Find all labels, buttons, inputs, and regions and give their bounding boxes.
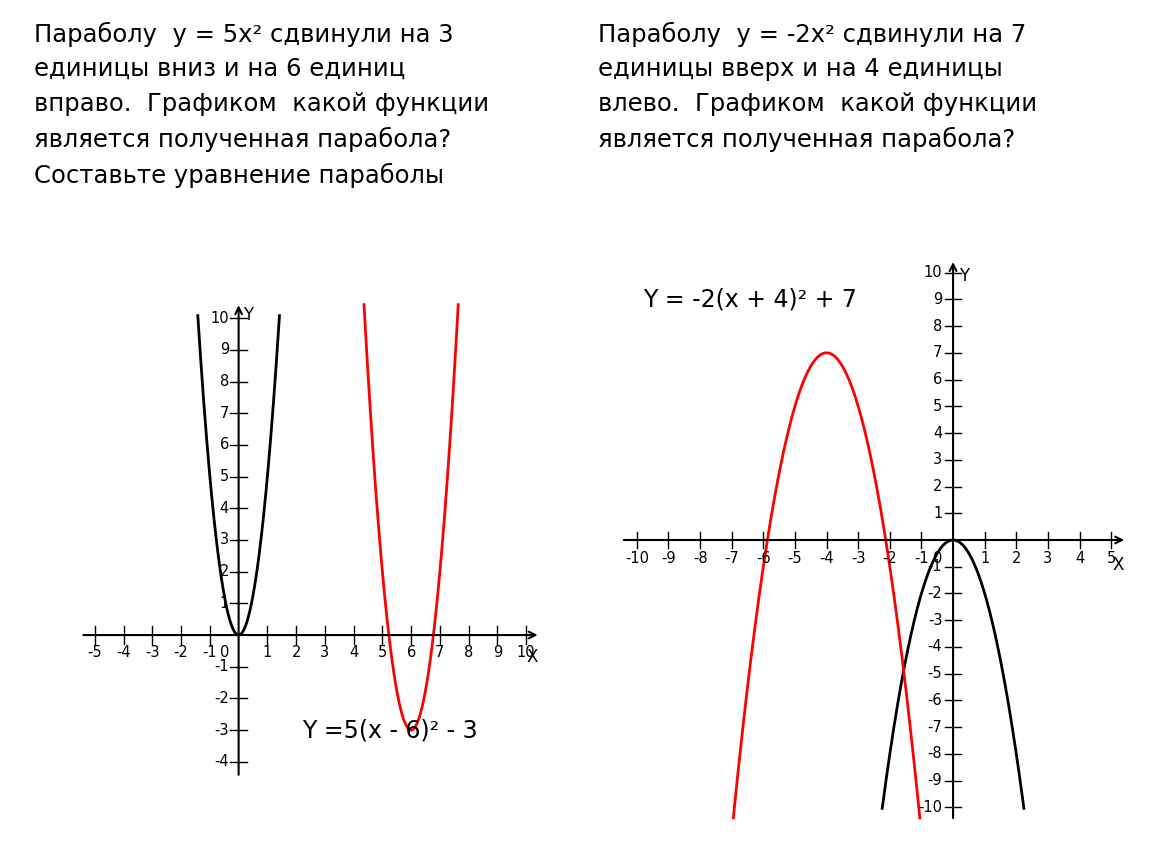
Text: -9: -9 — [661, 551, 676, 566]
Text: 5: 5 — [220, 469, 229, 484]
Text: 1: 1 — [262, 645, 273, 660]
Text: 1: 1 — [933, 505, 942, 521]
Text: 7: 7 — [933, 346, 942, 360]
Text: 5: 5 — [377, 645, 388, 660]
Text: 10: 10 — [210, 311, 229, 326]
Text: -5: -5 — [87, 645, 102, 660]
Text: -8: -8 — [692, 551, 707, 566]
Text: 3: 3 — [321, 645, 329, 660]
Text: Параболу  y = 5x² сдвинули на 3
единицы вниз и на 6 единиц
вправо.  Графиком  ка: Параболу y = 5x² сдвинули на 3 единицы в… — [34, 22, 490, 188]
Text: -2: -2 — [214, 691, 229, 706]
Text: -10: -10 — [624, 551, 649, 566]
Text: -3: -3 — [214, 722, 229, 738]
Text: Y: Y — [243, 306, 253, 324]
Text: 3: 3 — [1043, 551, 1052, 566]
Text: 0: 0 — [933, 551, 942, 566]
Text: 9: 9 — [933, 292, 942, 307]
Text: -10: -10 — [919, 800, 942, 815]
Text: 5: 5 — [933, 399, 942, 414]
Text: 8: 8 — [220, 374, 229, 389]
Text: 6: 6 — [933, 372, 942, 387]
Text: 6: 6 — [406, 645, 416, 660]
Text: 2: 2 — [933, 479, 942, 494]
Text: -2: -2 — [174, 645, 189, 660]
Text: 10: 10 — [516, 645, 536, 660]
Text: Y = -2(x + 4)² + 7: Y = -2(x + 4)² + 7 — [643, 288, 857, 311]
Text: Y: Y — [959, 267, 969, 285]
Text: 6: 6 — [220, 437, 229, 453]
Text: -4: -4 — [819, 551, 834, 566]
Text: -2: -2 — [928, 586, 942, 601]
Text: 4: 4 — [1075, 551, 1084, 566]
Text: -1: -1 — [928, 559, 942, 575]
Text: -7: -7 — [724, 551, 739, 566]
Text: -3: -3 — [928, 613, 942, 628]
Text: -6: -6 — [756, 551, 771, 566]
Text: 9: 9 — [220, 342, 229, 358]
Text: -3: -3 — [851, 551, 866, 566]
Text: 4: 4 — [220, 501, 229, 516]
Text: -4: -4 — [214, 754, 229, 769]
Text: 2: 2 — [1012, 551, 1021, 566]
Text: -9: -9 — [928, 773, 942, 788]
Text: -4: -4 — [116, 645, 131, 660]
Text: 7: 7 — [435, 645, 445, 660]
Text: 7: 7 — [220, 406, 229, 421]
Text: 2: 2 — [220, 564, 229, 579]
Text: -6: -6 — [928, 693, 942, 708]
Text: 8: 8 — [933, 319, 942, 334]
Text: -8: -8 — [928, 746, 942, 761]
Text: -2: -2 — [882, 551, 897, 566]
Text: -7: -7 — [928, 720, 942, 734]
Text: 4: 4 — [348, 645, 359, 660]
Text: Y =5(x - 6)² - 3: Y =5(x - 6)² - 3 — [301, 718, 477, 742]
Text: 9: 9 — [492, 645, 503, 660]
Text: 4: 4 — [933, 426, 942, 441]
Text: -1: -1 — [202, 645, 217, 660]
Text: -5: -5 — [788, 551, 803, 566]
Text: 10: 10 — [923, 265, 942, 280]
Text: X: X — [527, 648, 538, 665]
Text: -1: -1 — [914, 551, 929, 566]
Text: 2: 2 — [291, 645, 301, 660]
Text: 3: 3 — [220, 532, 229, 548]
Text: 8: 8 — [463, 645, 474, 660]
Text: Параболу  y = -2x² сдвинули на 7
единицы вверх и на 4 единицы
влево.  Графиком  : Параболу y = -2x² сдвинули на 7 единицы … — [598, 22, 1037, 152]
Text: 3: 3 — [933, 452, 942, 467]
Text: -1: -1 — [214, 659, 229, 674]
Text: -5: -5 — [928, 666, 942, 681]
Text: 5: 5 — [1106, 551, 1116, 566]
Text: 0: 0 — [220, 645, 229, 660]
Text: -4: -4 — [928, 639, 942, 654]
Text: 1: 1 — [980, 551, 989, 566]
Text: 1: 1 — [220, 596, 229, 611]
Text: X: X — [1112, 556, 1124, 574]
Text: -3: -3 — [145, 645, 160, 660]
